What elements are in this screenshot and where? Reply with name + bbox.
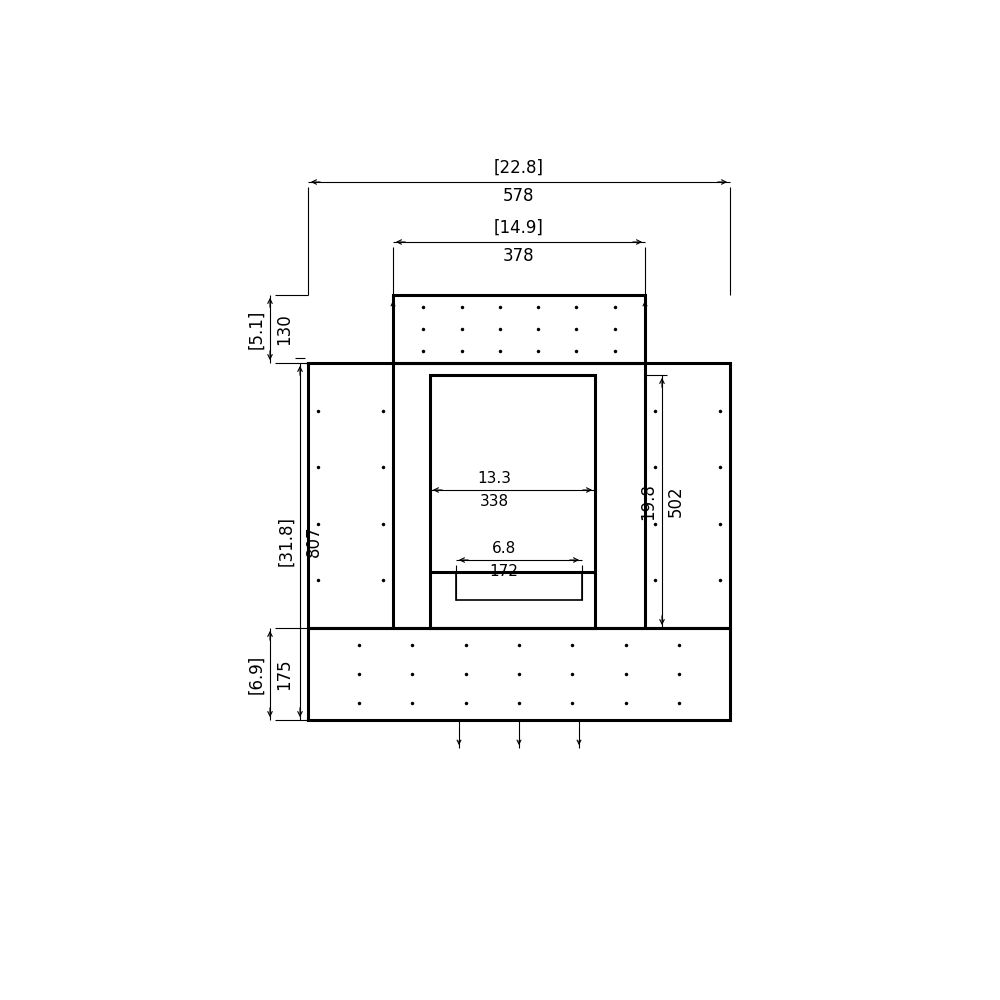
Text: 578: 578 (503, 187, 535, 205)
Text: 19.8: 19.8 (639, 483, 657, 520)
Text: 378: 378 (503, 247, 535, 265)
Text: 172: 172 (490, 564, 518, 579)
Text: 6.8: 6.8 (492, 541, 516, 556)
Text: [22.8]: [22.8] (494, 159, 544, 177)
Text: [31.8]: [31.8] (277, 516, 295, 566)
Text: 13.3: 13.3 (478, 471, 512, 486)
Text: 502: 502 (667, 486, 685, 517)
Text: [14.9]: [14.9] (494, 219, 544, 237)
Text: 807: 807 (305, 526, 323, 557)
Text: 130: 130 (275, 313, 293, 345)
Text: [5.1]: [5.1] (247, 309, 265, 349)
Text: 338: 338 (480, 494, 509, 509)
Text: [6.9]: [6.9] (247, 654, 265, 694)
Text: 175: 175 (275, 658, 293, 690)
